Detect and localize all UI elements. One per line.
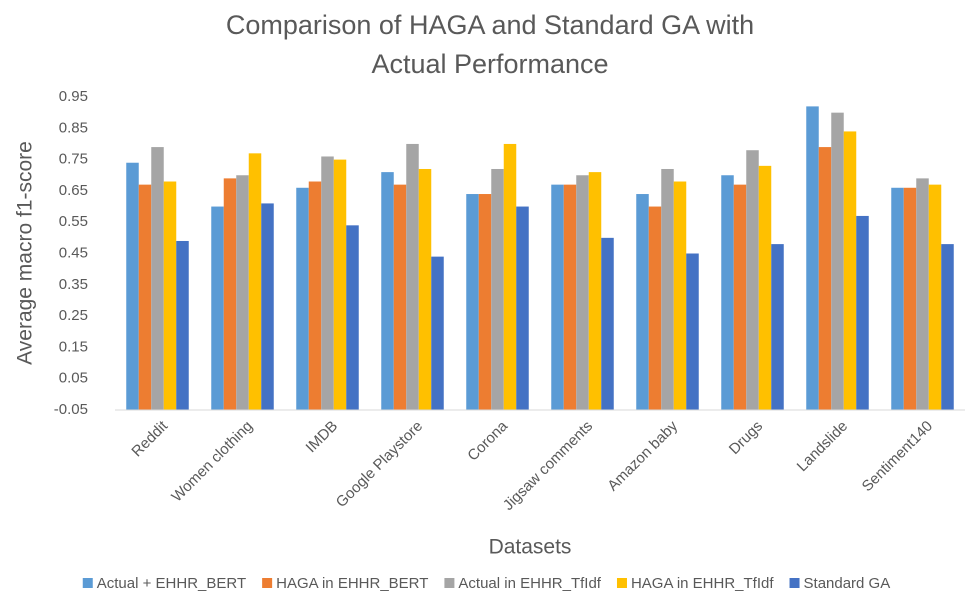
x-tick-label: Landslide bbox=[794, 418, 851, 475]
x-axis-label: Datasets bbox=[489, 536, 572, 559]
bar bbox=[563, 184, 577, 410]
bar bbox=[478, 194, 492, 410]
legend-label: Actual + EHHR_BERT bbox=[97, 575, 246, 592]
legend-swatch bbox=[82, 578, 93, 588]
y-tick-label: -0.05 bbox=[54, 401, 88, 418]
bar bbox=[431, 256, 444, 410]
bar bbox=[381, 172, 394, 410]
bar bbox=[321, 156, 334, 410]
bar bbox=[758, 165, 772, 410]
y-axis-label: Average macro f1-score bbox=[14, 141, 37, 365]
legend-label: HAGA in EHHR_TfIdf bbox=[631, 575, 774, 592]
bar bbox=[721, 175, 734, 410]
bar bbox=[503, 143, 517, 410]
bar bbox=[576, 175, 589, 410]
bar bbox=[831, 112, 844, 411]
y-tick-label: 0.65 bbox=[59, 182, 88, 199]
bar bbox=[393, 184, 407, 410]
bar bbox=[308, 181, 322, 410]
bar bbox=[418, 168, 432, 410]
legend-swatch bbox=[616, 578, 627, 588]
bar bbox=[151, 147, 164, 410]
bar bbox=[176, 240, 189, 410]
y-tick-label: 0.95 bbox=[59, 88, 88, 105]
bar bbox=[843, 131, 857, 410]
x-tick-label: Corona bbox=[464, 417, 511, 464]
bar bbox=[261, 203, 274, 410]
bar bbox=[406, 143, 419, 410]
bar bbox=[673, 181, 687, 410]
bar bbox=[648, 206, 662, 410]
bar bbox=[818, 147, 832, 410]
x-tick-label: Jigsaw comments bbox=[500, 418, 596, 514]
x-tick-label: Drugs bbox=[726, 418, 766, 458]
bar bbox=[733, 184, 747, 410]
bar bbox=[771, 244, 784, 410]
bar bbox=[661, 168, 674, 410]
x-tick-label: Reddit bbox=[128, 417, 171, 460]
y-tick-label: 0.55 bbox=[59, 213, 88, 230]
chart-title: Actual Performance bbox=[371, 49, 608, 79]
y-tick-label: 0.35 bbox=[59, 276, 88, 293]
x-tick-label: Google Playstore bbox=[333, 418, 426, 511]
legend-label: Standard GA bbox=[804, 575, 891, 592]
bar bbox=[223, 178, 237, 410]
y-tick-label: 0.75 bbox=[59, 151, 88, 168]
bar bbox=[891, 187, 904, 410]
bar bbox=[916, 178, 929, 410]
chart-title: Comparison of HAGA and Standard GA with bbox=[226, 10, 754, 40]
bar bbox=[588, 172, 602, 410]
x-tick-label: Sentiment140 bbox=[859, 418, 936, 495]
bar bbox=[466, 194, 479, 410]
bar bbox=[636, 194, 649, 410]
bar bbox=[928, 184, 942, 410]
x-tick-label: Women clothing bbox=[168, 418, 256, 506]
bar bbox=[236, 175, 249, 410]
bar bbox=[248, 153, 262, 410]
bar bbox=[211, 206, 224, 410]
bar bbox=[806, 106, 819, 410]
legend-label: Actual in EHHR_TfIdf bbox=[458, 575, 601, 592]
bar bbox=[138, 184, 152, 410]
bar bbox=[163, 181, 177, 410]
bar bbox=[296, 187, 309, 410]
y-tick-label: 0.25 bbox=[59, 307, 88, 324]
legend-label: HAGA in EHHR_BERT bbox=[276, 575, 428, 592]
y-tick-label: 0.05 bbox=[59, 370, 88, 387]
bar bbox=[346, 225, 359, 410]
y-tick-label: 0.45 bbox=[59, 244, 88, 261]
bar bbox=[516, 206, 529, 410]
bar bbox=[491, 168, 504, 410]
legend-swatch bbox=[789, 578, 800, 588]
bar bbox=[941, 244, 954, 410]
bar bbox=[903, 187, 917, 410]
x-tick-label: IMDB bbox=[303, 418, 342, 457]
bar bbox=[601, 237, 614, 410]
bar bbox=[126, 162, 139, 410]
y-tick-label: 0.85 bbox=[59, 119, 88, 136]
bar bbox=[686, 253, 699, 410]
bar bbox=[856, 215, 869, 410]
legend-swatch bbox=[444, 578, 455, 588]
bar bbox=[551, 184, 564, 410]
y-tick-label: 0.15 bbox=[59, 338, 88, 355]
x-tick-label: Amazon baby bbox=[604, 417, 681, 494]
bar bbox=[333, 159, 347, 410]
legend-swatch bbox=[262, 578, 273, 588]
bar bbox=[746, 150, 759, 410]
